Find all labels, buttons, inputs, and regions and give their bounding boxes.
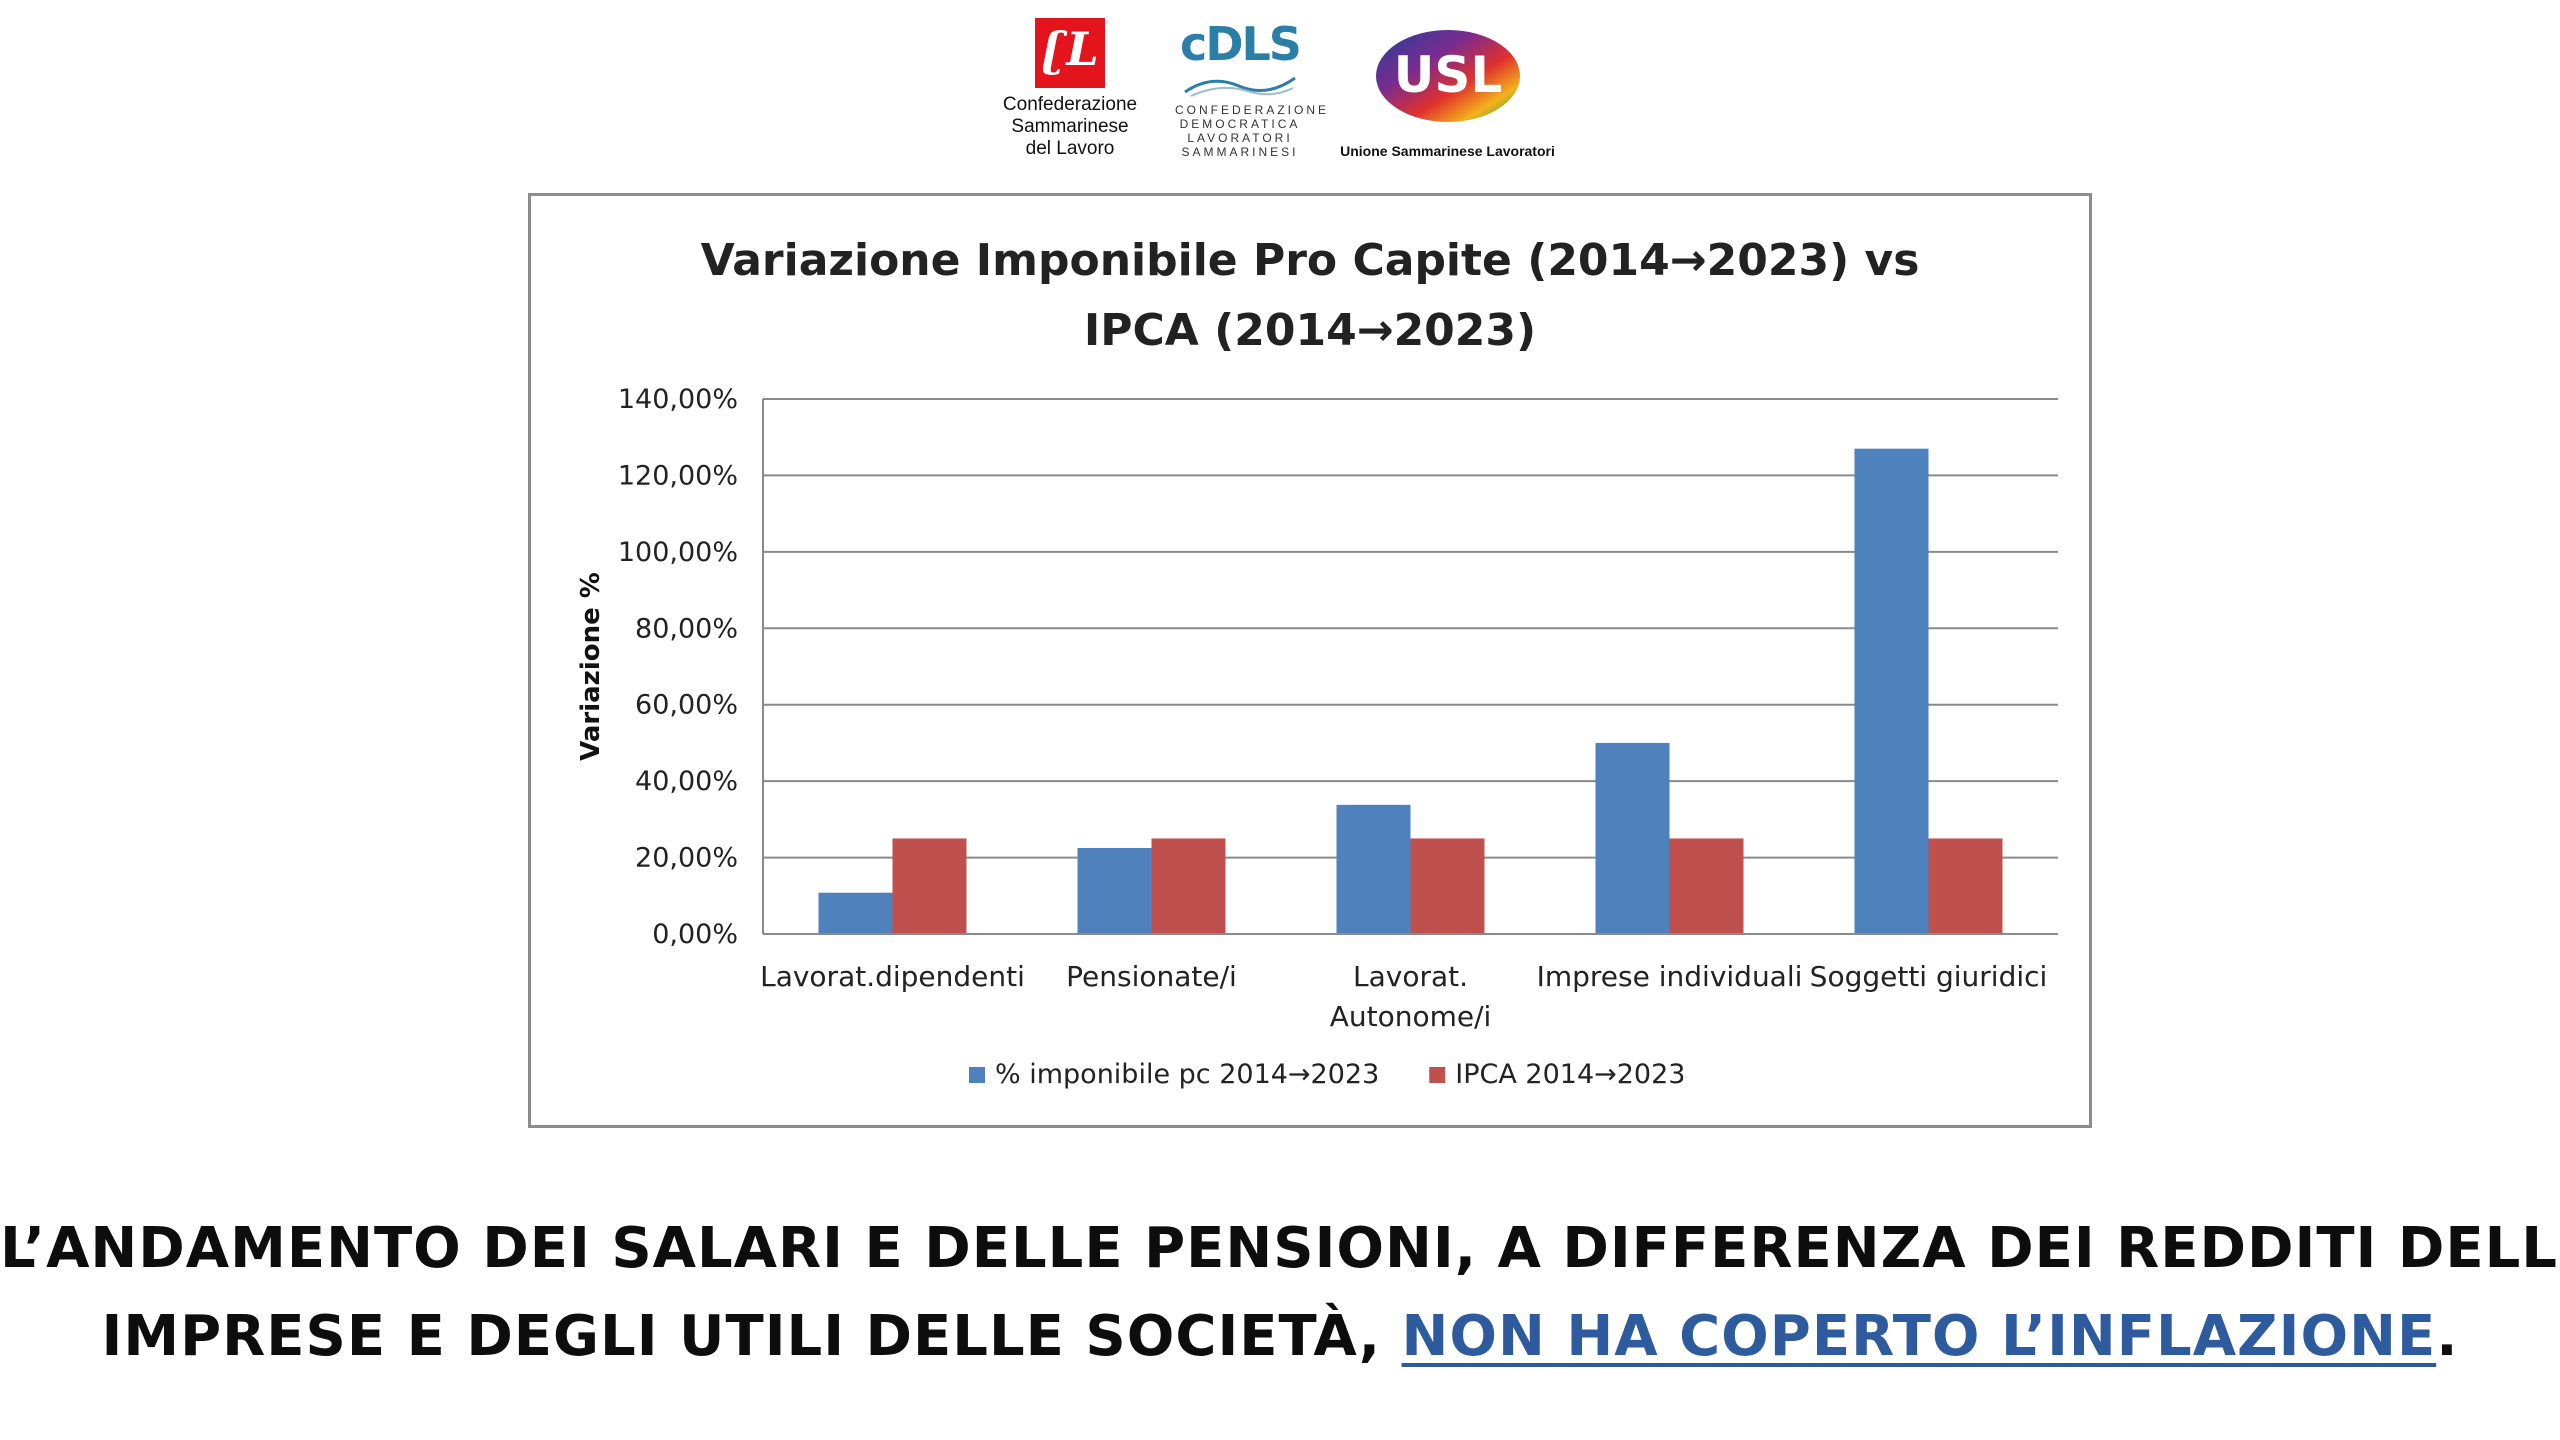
y-tick-label: 20,00% (635, 843, 738, 874)
cdls-logo: cDLS CONFEDERAZIONE DEMOCRATICA LAVORATO… (1175, 17, 1330, 159)
chart-panel: Variazione Imponibile Pro Capite (2014→2… (528, 193, 2092, 1128)
y-tick-label: 40,00% (635, 766, 738, 797)
legend-label: % imponibile pc 2014→2023 (995, 1059, 1379, 1090)
bar (1854, 448, 1929, 934)
caption-line-2-end: . (2436, 1304, 2459, 1369)
x-tick-label: Lavorat.dipendenti (760, 960, 1025, 993)
caption-line-1: L’ANDAMENTO DEI SALARI E DELLE PENSIONI,… (0, 1216, 2560, 1281)
bar (1410, 838, 1485, 934)
bar (1595, 742, 1670, 934)
csdl-logo-name: Confederazione Sammarinese del Lavoro (1002, 94, 1138, 159)
y-tick-label: 140,00% (618, 384, 738, 415)
caption: L’ANDAMENTO DEI SALARI E DELLE PENSIONI,… (0, 1205, 2560, 1381)
bar (1669, 838, 1744, 934)
caption-line-2-text: IMPRESE E DEGLI UTILI DELLE SOCIETÀ, (101, 1304, 1402, 1369)
y-tick-label: 60,00% (635, 690, 738, 721)
legend-swatch (1429, 1067, 1446, 1083)
logo-bar: ʗL Confederazione Sammarinese del Lavoro… (0, 0, 2560, 175)
legend-swatch (969, 1067, 985, 1083)
caption-line-2: IMPRESE E DEGLI UTILI DELLE SOCIETÀ, NON… (0, 1293, 2560, 1381)
bar (818, 892, 893, 934)
legend-label: IPCA 2014→2023 (1455, 1059, 1685, 1090)
y-axis-label: Variazione % (576, 572, 606, 761)
y-tick-label: 80,00% (635, 613, 738, 644)
cdls-logo-mark: cDLS (1180, 17, 1302, 71)
usl-logo: USL Unione Sammarinese Lavoratori (1320, 26, 1575, 159)
y-tick-label: 0,00% (652, 919, 738, 950)
svg-text:USL: USL (1393, 46, 1501, 104)
bar (1077, 848, 1152, 934)
cdls-logo-name: CONFEDERAZIONE DEMOCRATICA LAVORATORI SA… (1175, 103, 1330, 159)
usl-logo-mark: USL (1375, 30, 1520, 122)
caption-highlight: NON HA COPERTO L’INFLAZIONE (1401, 1304, 2437, 1369)
usl-logo-name: Unione Sammarinese Lavoratori (1340, 143, 1555, 159)
bar-chart: 0,00% 20,00% 40,00% 60,00% 80,00% 100,00% 120,… (576, 384, 2058, 1090)
y-tick-label: 120,00% (618, 460, 738, 491)
x-tick-label: Soggetti giuridici (1810, 960, 2048, 993)
cdls-swoosh-icon (1184, 76, 1296, 97)
bar (892, 838, 967, 934)
x-tick-label: Pensionate/i (1066, 960, 1237, 993)
csdl-logo-mark: ʗL (1035, 18, 1105, 88)
chart-title-line: IPCA (2014→2023) (1083, 305, 1537, 356)
bar (1928, 838, 2003, 934)
chart-title-line: Variazione Imponibile Pro Capite (2014→2… (700, 235, 1920, 286)
x-tick-label: Autonome/i (1330, 1000, 1492, 1033)
bar (1151, 838, 1226, 934)
x-tick-label: Imprese individuali (1537, 960, 1803, 993)
bar (1336, 804, 1411, 934)
csdl-logo: ʗL Confederazione Sammarinese del Lavoro (985, 18, 1155, 160)
y-tick-label: 100,00% (618, 537, 738, 568)
chart-title: Variazione Imponibile Pro Capite (2014→2… (531, 226, 2089, 366)
x-tick-label: Lavorat. (1353, 960, 1468, 993)
